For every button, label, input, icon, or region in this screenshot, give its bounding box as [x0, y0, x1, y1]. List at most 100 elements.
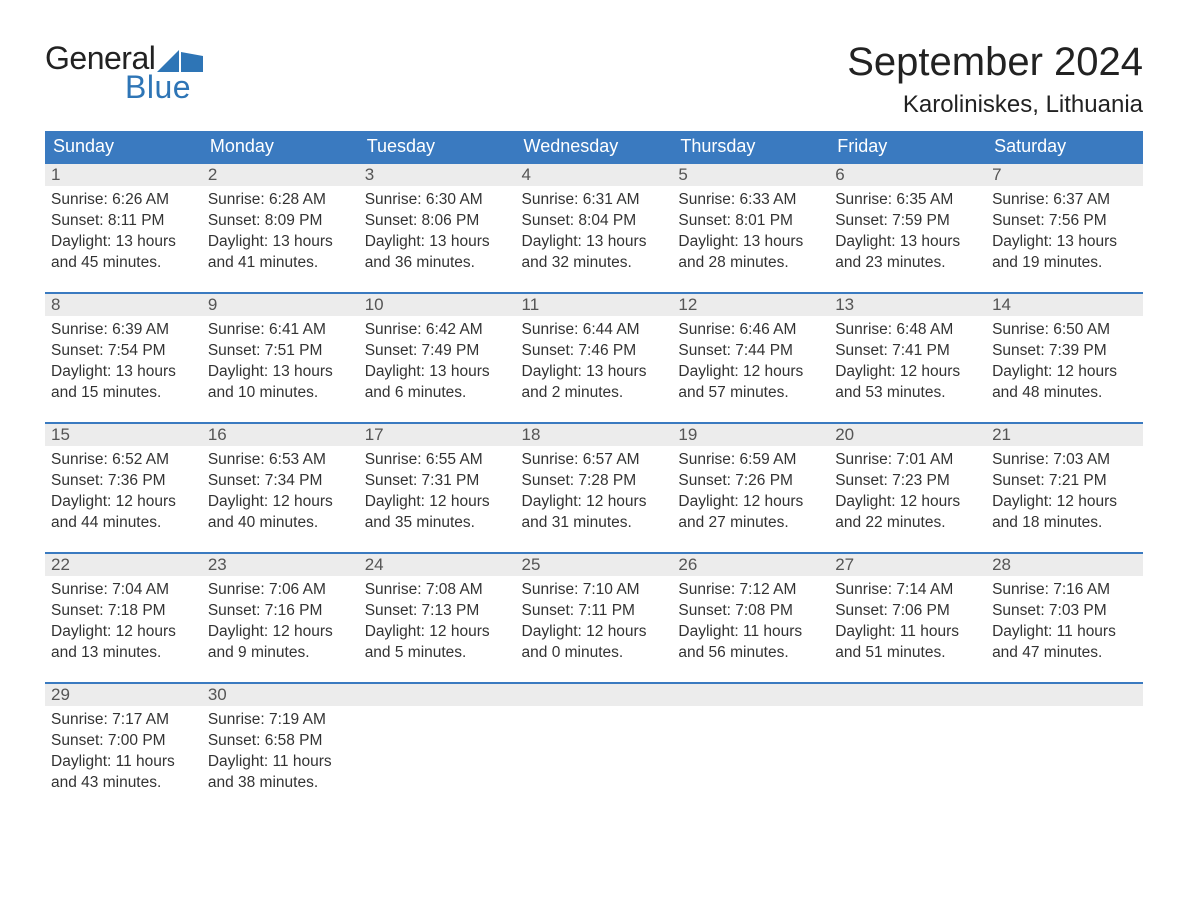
- calendar-day-cell: 10Sunrise: 6:42 AMSunset: 7:49 PMDayligh…: [359, 292, 516, 422]
- day-details: Sunrise: 7:19 AMSunset: 6:58 PMDaylight:…: [202, 706, 359, 804]
- day-number: 26: [672, 554, 829, 576]
- day-details: Sunrise: 7:04 AMSunset: 7:18 PMDaylight:…: [45, 576, 202, 674]
- day-details: Sunrise: 7:03 AMSunset: 7:21 PMDaylight:…: [986, 446, 1143, 544]
- calendar-day-cell: 11Sunrise: 6:44 AMSunset: 7:46 PMDayligh…: [516, 292, 673, 422]
- calendar-day-cell: 8Sunrise: 6:39 AMSunset: 7:54 PMDaylight…: [45, 292, 202, 422]
- calendar-day-cell: [829, 682, 986, 812]
- weekday-header: Thursday: [672, 131, 829, 162]
- day-number: 12: [672, 294, 829, 316]
- calendar-day-cell: [672, 682, 829, 812]
- day-number: 29: [45, 684, 202, 706]
- day-details: Sunrise: 6:50 AMSunset: 7:39 PMDaylight:…: [986, 316, 1143, 414]
- day-number: 6: [829, 164, 986, 186]
- day-number: 7: [986, 164, 1143, 186]
- logo-text-bottom: Blue: [125, 69, 205, 106]
- day-details: Sunrise: 6:39 AMSunset: 7:54 PMDaylight:…: [45, 316, 202, 414]
- day-number-empty: [829, 684, 986, 706]
- day-number: 1: [45, 164, 202, 186]
- day-details: Sunrise: 6:26 AMSunset: 8:11 PMDaylight:…: [45, 186, 202, 284]
- logo: General Blue: [45, 40, 205, 106]
- calendar-day-cell: 4Sunrise: 6:31 AMSunset: 8:04 PMDaylight…: [516, 162, 673, 292]
- day-number: 2: [202, 164, 359, 186]
- calendar-day-cell: 24Sunrise: 7:08 AMSunset: 7:13 PMDayligh…: [359, 552, 516, 682]
- day-number: 27: [829, 554, 986, 576]
- month-title: September 2024: [847, 40, 1143, 85]
- weekday-header-row: SundayMondayTuesdayWednesdayThursdayFrid…: [45, 131, 1143, 162]
- day-details: Sunrise: 7:10 AMSunset: 7:11 PMDaylight:…: [516, 576, 673, 674]
- day-number: 13: [829, 294, 986, 316]
- day-number: 28: [986, 554, 1143, 576]
- calendar-day-cell: [359, 682, 516, 812]
- weekday-header: Monday: [202, 131, 359, 162]
- calendar-week-row: 1Sunrise: 6:26 AMSunset: 8:11 PMDaylight…: [45, 162, 1143, 292]
- calendar-day-cell: 21Sunrise: 7:03 AMSunset: 7:21 PMDayligh…: [986, 422, 1143, 552]
- calendar-week-row: 22Sunrise: 7:04 AMSunset: 7:18 PMDayligh…: [45, 552, 1143, 682]
- calendar-day-cell: 5Sunrise: 6:33 AMSunset: 8:01 PMDaylight…: [672, 162, 829, 292]
- day-number: 20: [829, 424, 986, 446]
- day-details: Sunrise: 6:33 AMSunset: 8:01 PMDaylight:…: [672, 186, 829, 284]
- calendar-day-cell: 26Sunrise: 7:12 AMSunset: 7:08 PMDayligh…: [672, 552, 829, 682]
- calendar-day-cell: 12Sunrise: 6:46 AMSunset: 7:44 PMDayligh…: [672, 292, 829, 422]
- day-details: Sunrise: 7:01 AMSunset: 7:23 PMDaylight:…: [829, 446, 986, 544]
- day-details: Sunrise: 6:35 AMSunset: 7:59 PMDaylight:…: [829, 186, 986, 284]
- calendar-day-cell: 29Sunrise: 7:17 AMSunset: 7:00 PMDayligh…: [45, 682, 202, 812]
- weekday-header: Saturday: [986, 131, 1143, 162]
- day-details: Sunrise: 6:48 AMSunset: 7:41 PMDaylight:…: [829, 316, 986, 414]
- day-details: Sunrise: 6:42 AMSunset: 7:49 PMDaylight:…: [359, 316, 516, 414]
- day-number: 17: [359, 424, 516, 446]
- day-number: 14: [986, 294, 1143, 316]
- day-details: Sunrise: 6:44 AMSunset: 7:46 PMDaylight:…: [516, 316, 673, 414]
- day-number: 11: [516, 294, 673, 316]
- day-details: Sunrise: 7:16 AMSunset: 7:03 PMDaylight:…: [986, 576, 1143, 674]
- calendar-week-row: 15Sunrise: 6:52 AMSunset: 7:36 PMDayligh…: [45, 422, 1143, 552]
- day-details: Sunrise: 6:41 AMSunset: 7:51 PMDaylight:…: [202, 316, 359, 414]
- day-details: Sunrise: 6:46 AMSunset: 7:44 PMDaylight:…: [672, 316, 829, 414]
- day-number: 23: [202, 554, 359, 576]
- day-details: Sunrise: 6:59 AMSunset: 7:26 PMDaylight:…: [672, 446, 829, 544]
- day-number: 25: [516, 554, 673, 576]
- day-details: Sunrise: 6:31 AMSunset: 8:04 PMDaylight:…: [516, 186, 673, 284]
- day-number-empty: [986, 684, 1143, 706]
- day-details: Sunrise: 6:53 AMSunset: 7:34 PMDaylight:…: [202, 446, 359, 544]
- calendar-day-cell: 15Sunrise: 6:52 AMSunset: 7:36 PMDayligh…: [45, 422, 202, 552]
- day-details: Sunrise: 7:17 AMSunset: 7:00 PMDaylight:…: [45, 706, 202, 804]
- calendar-day-cell: 7Sunrise: 6:37 AMSunset: 7:56 PMDaylight…: [986, 162, 1143, 292]
- day-number: 4: [516, 164, 673, 186]
- day-number: 5: [672, 164, 829, 186]
- day-details: Sunrise: 6:52 AMSunset: 7:36 PMDaylight:…: [45, 446, 202, 544]
- calendar-day-cell: 9Sunrise: 6:41 AMSunset: 7:51 PMDaylight…: [202, 292, 359, 422]
- day-details: Sunrise: 7:08 AMSunset: 7:13 PMDaylight:…: [359, 576, 516, 674]
- day-number: 8: [45, 294, 202, 316]
- day-number: 9: [202, 294, 359, 316]
- calendar-day-cell: [516, 682, 673, 812]
- day-details: Sunrise: 6:30 AMSunset: 8:06 PMDaylight:…: [359, 186, 516, 284]
- day-details: Sunrise: 6:55 AMSunset: 7:31 PMDaylight:…: [359, 446, 516, 544]
- day-number: 30: [202, 684, 359, 706]
- calendar-day-cell: [986, 682, 1143, 812]
- calendar-day-cell: 14Sunrise: 6:50 AMSunset: 7:39 PMDayligh…: [986, 292, 1143, 422]
- calendar-day-cell: 3Sunrise: 6:30 AMSunset: 8:06 PMDaylight…: [359, 162, 516, 292]
- calendar-day-cell: 25Sunrise: 7:10 AMSunset: 7:11 PMDayligh…: [516, 552, 673, 682]
- weekday-header: Tuesday: [359, 131, 516, 162]
- day-number: 21: [986, 424, 1143, 446]
- day-number-empty: [672, 684, 829, 706]
- day-number: 3: [359, 164, 516, 186]
- calendar-day-cell: 19Sunrise: 6:59 AMSunset: 7:26 PMDayligh…: [672, 422, 829, 552]
- calendar-table: SundayMondayTuesdayWednesdayThursdayFrid…: [45, 131, 1143, 812]
- day-number: 15: [45, 424, 202, 446]
- calendar-day-cell: 6Sunrise: 6:35 AMSunset: 7:59 PMDaylight…: [829, 162, 986, 292]
- calendar-week-row: 8Sunrise: 6:39 AMSunset: 7:54 PMDaylight…: [45, 292, 1143, 422]
- weekday-header: Sunday: [45, 131, 202, 162]
- day-details: Sunrise: 7:14 AMSunset: 7:06 PMDaylight:…: [829, 576, 986, 674]
- calendar-day-cell: 16Sunrise: 6:53 AMSunset: 7:34 PMDayligh…: [202, 422, 359, 552]
- weekday-header: Friday: [829, 131, 986, 162]
- calendar-day-cell: 18Sunrise: 6:57 AMSunset: 7:28 PMDayligh…: [516, 422, 673, 552]
- day-details: Sunrise: 6:57 AMSunset: 7:28 PMDaylight:…: [516, 446, 673, 544]
- day-number: 22: [45, 554, 202, 576]
- day-number: 24: [359, 554, 516, 576]
- calendar-day-cell: 13Sunrise: 6:48 AMSunset: 7:41 PMDayligh…: [829, 292, 986, 422]
- day-number: 16: [202, 424, 359, 446]
- calendar-day-cell: 2Sunrise: 6:28 AMSunset: 8:09 PMDaylight…: [202, 162, 359, 292]
- calendar-day-cell: 30Sunrise: 7:19 AMSunset: 6:58 PMDayligh…: [202, 682, 359, 812]
- day-details: Sunrise: 7:06 AMSunset: 7:16 PMDaylight:…: [202, 576, 359, 674]
